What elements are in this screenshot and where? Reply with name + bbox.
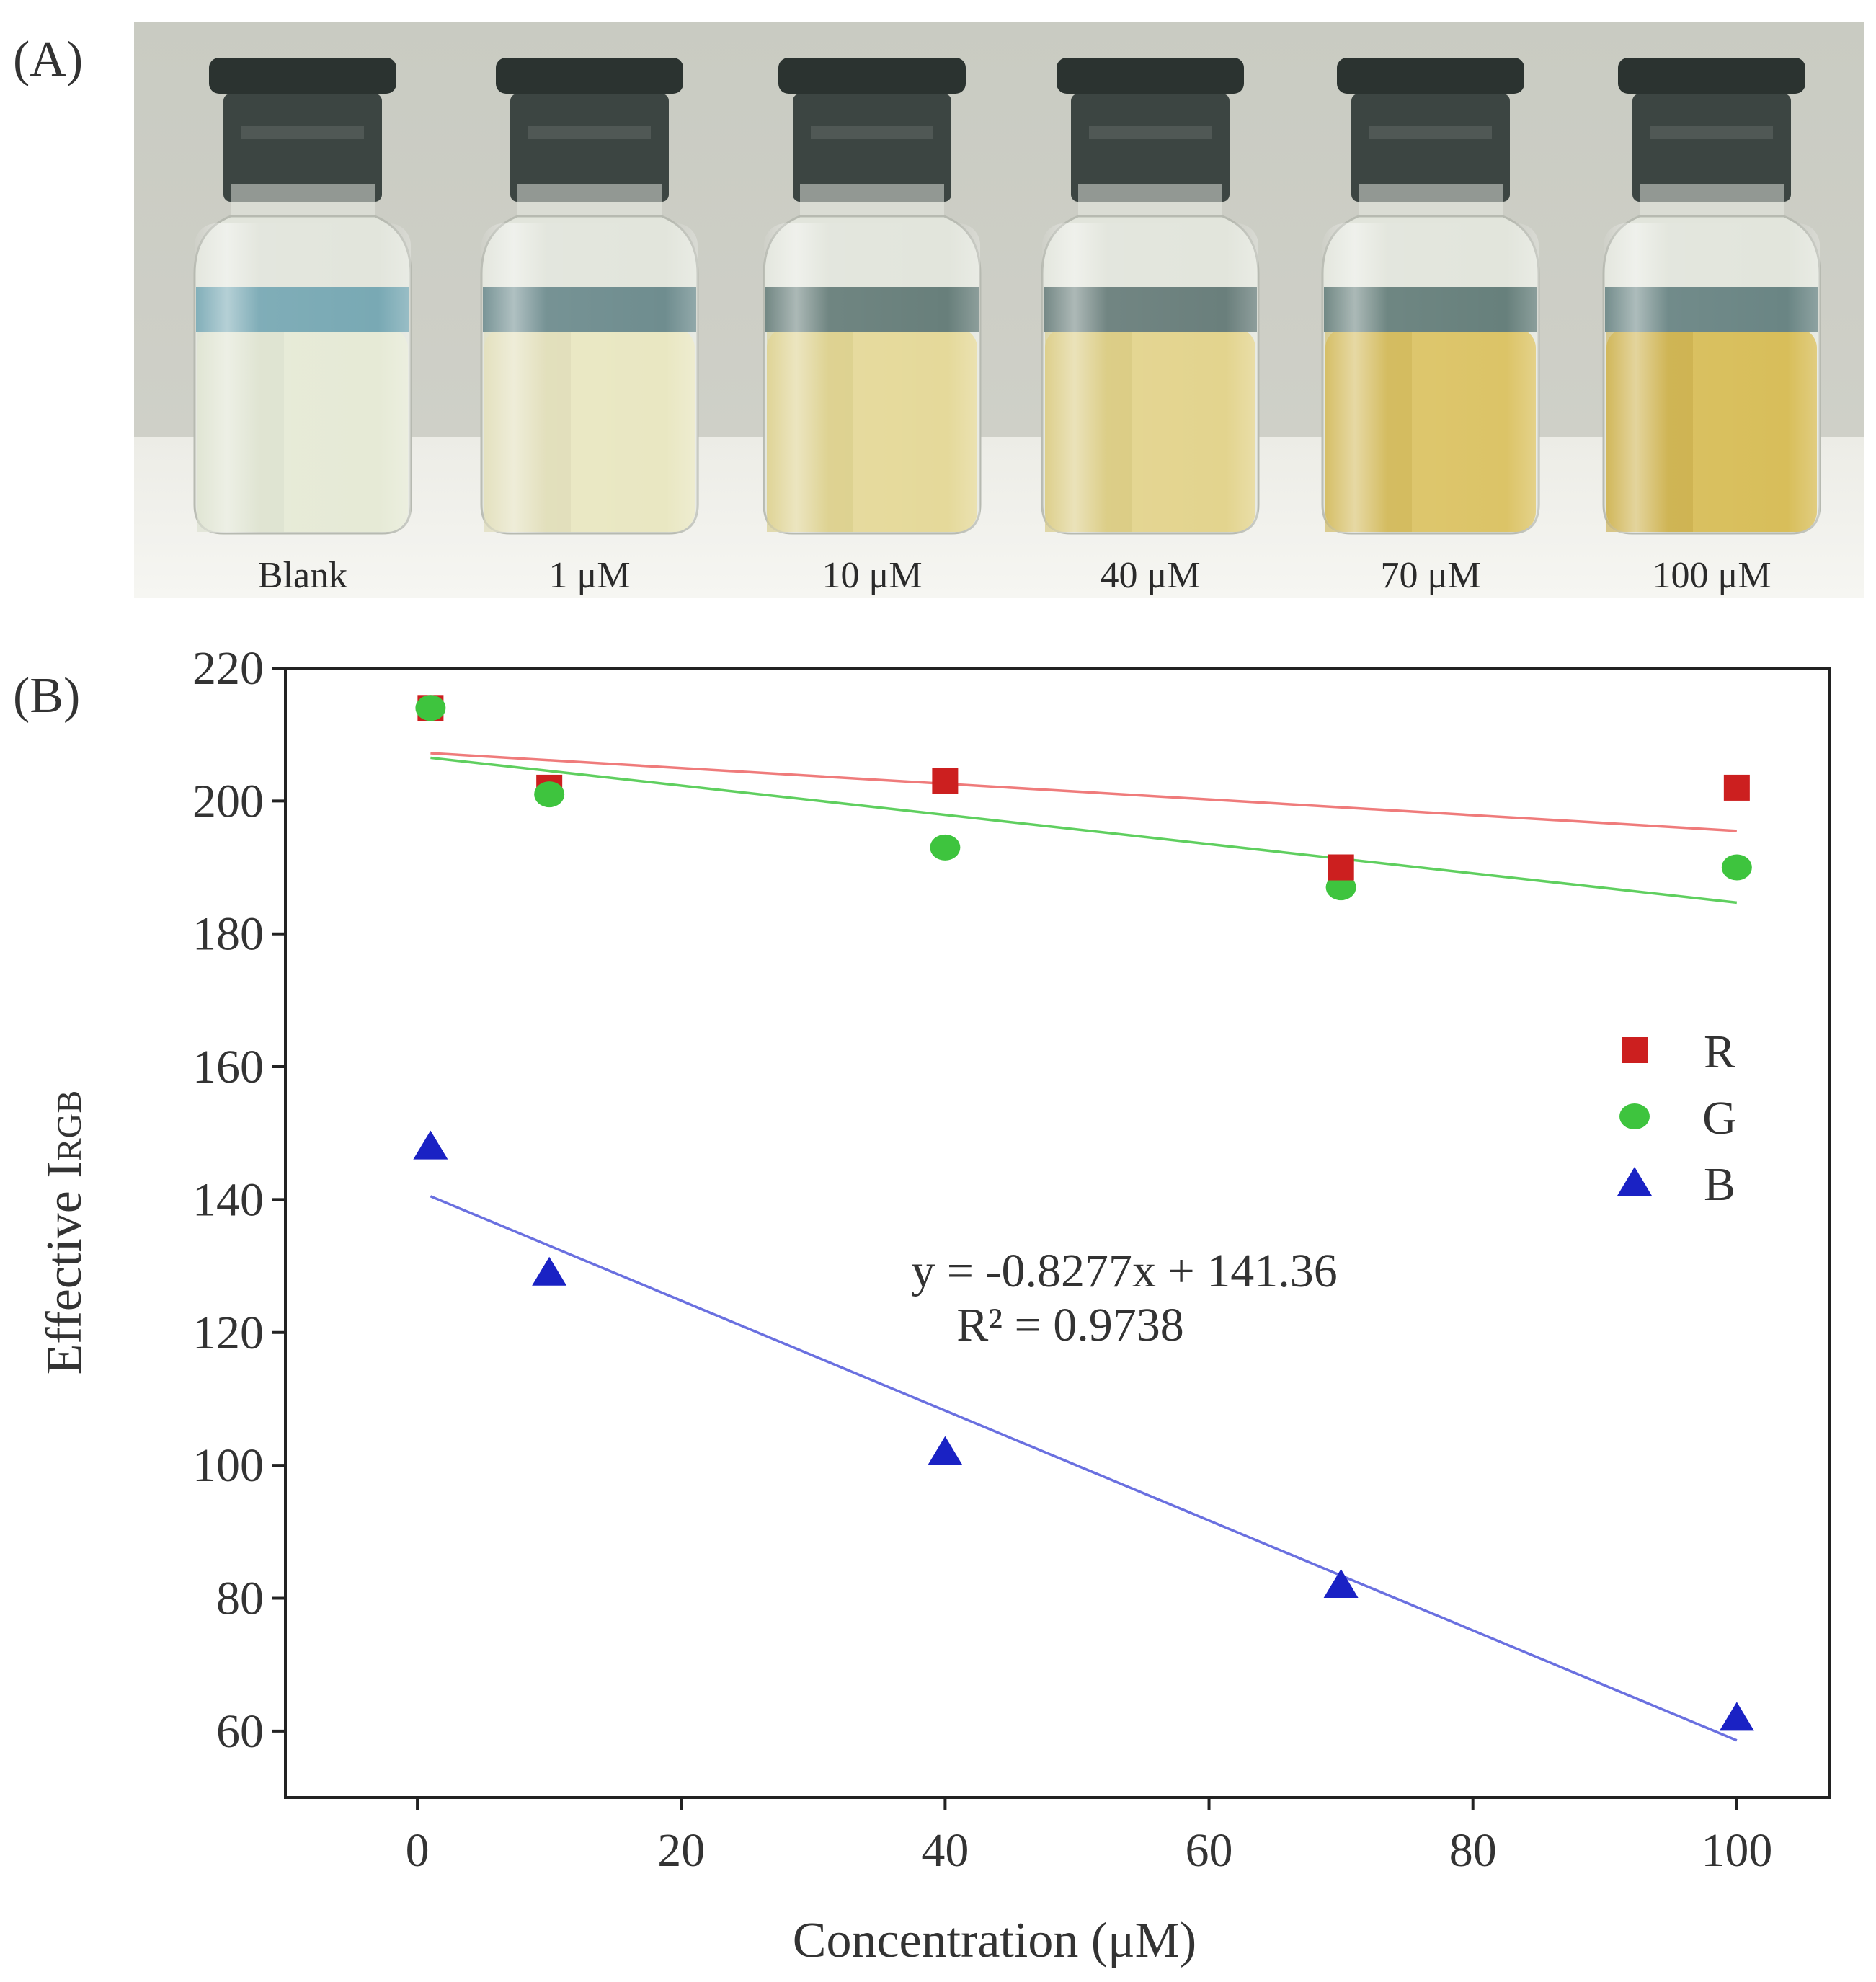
vial-stopper bbox=[1351, 94, 1510, 202]
vial-cap bbox=[1618, 58, 1805, 94]
y-axis-title-main: Effective I bbox=[37, 1161, 92, 1374]
fit-line-g bbox=[430, 756, 1738, 905]
vial: Blank bbox=[193, 58, 412, 596]
vial-stopper bbox=[510, 94, 669, 202]
r-squared: R² = 0.9738 bbox=[956, 1299, 1184, 1351]
point-g bbox=[534, 781, 565, 808]
plot-frame bbox=[284, 667, 1831, 1799]
y-axis-title-sub: RGB bbox=[50, 1090, 89, 1162]
vial: 40 μM bbox=[1041, 58, 1260, 596]
point-g bbox=[1325, 874, 1356, 901]
stopper-ridge bbox=[528, 126, 651, 139]
vial-cap bbox=[1337, 58, 1524, 94]
point-r bbox=[1328, 854, 1354, 881]
vial-label: 70 μM bbox=[1380, 555, 1480, 596]
legend-label-b: B bbox=[1704, 1158, 1735, 1211]
y-tick-label: 180 bbox=[192, 908, 264, 961]
legend-marker-b bbox=[1617, 1167, 1652, 1196]
vial-glass-shine bbox=[481, 223, 698, 533]
stopper-ridge bbox=[1369, 126, 1492, 139]
y-tick-label: 200 bbox=[192, 775, 264, 827]
vial: 1 μM bbox=[480, 58, 699, 596]
stopper-ridge bbox=[1650, 126, 1773, 139]
point-b bbox=[1719, 1702, 1754, 1731]
vial-glass-shine bbox=[195, 223, 411, 533]
stopper-ridge bbox=[1089, 126, 1212, 139]
vial-stopper bbox=[1632, 94, 1791, 202]
vial: 10 μM bbox=[763, 58, 982, 596]
vial-glass-shine bbox=[1604, 223, 1820, 533]
vial-label: Blank bbox=[258, 555, 347, 596]
stopper-ridge bbox=[811, 126, 933, 139]
y-tick-label: 60 bbox=[216, 1705, 264, 1758]
y-tick-label: 100 bbox=[192, 1439, 264, 1492]
y-axis-title: Effective IRGB bbox=[37, 1090, 92, 1375]
panel-a-label: (A) bbox=[13, 32, 83, 87]
x-tick-label: 40 bbox=[921, 1824, 969, 1877]
legend-marker-g bbox=[1619, 1103, 1650, 1129]
regression-equation: y = -0.8277x + 141.36 bbox=[911, 1245, 1337, 1297]
vial-stopper bbox=[1071, 94, 1230, 202]
vial-cap bbox=[209, 58, 396, 94]
point-b bbox=[532, 1256, 567, 1286]
x-axis-title: Concentration (μM) bbox=[793, 1913, 1196, 1968]
vial-stopper bbox=[793, 94, 951, 202]
y-tick-label: 80 bbox=[216, 1572, 264, 1625]
fit-line-r bbox=[430, 752, 1737, 832]
vial-cap bbox=[1057, 58, 1244, 94]
vial-glass-shine bbox=[1322, 223, 1539, 533]
point-b bbox=[1323, 1569, 1359, 1599]
x-tick-label: 20 bbox=[657, 1824, 705, 1877]
point-r bbox=[932, 768, 959, 794]
vial-cap bbox=[778, 58, 966, 94]
chart: 60 80 100 120 140 160 180 200 220 0 20 40 60 80 100 R… bbox=[37, 642, 1831, 1968]
vial-label: 1 μM bbox=[548, 555, 630, 596]
vial-glass-shine bbox=[1042, 223, 1258, 533]
point-g bbox=[415, 695, 446, 721]
fit-line-b bbox=[430, 1195, 1738, 1742]
x-tick-label: 100 bbox=[1701, 1824, 1772, 1877]
vial-label: 10 μM bbox=[822, 555, 922, 596]
vial-photo: Blank 1 μM 10 μM 40 μM 70 μM 100 μM bbox=[134, 22, 1864, 598]
vial-stopper bbox=[223, 94, 382, 202]
x-tick-label: 80 bbox=[1449, 1824, 1497, 1877]
y-tick-label: 160 bbox=[192, 1041, 264, 1093]
point-b bbox=[928, 1436, 963, 1465]
vial-cap bbox=[496, 58, 683, 94]
x-tick-label: 60 bbox=[1186, 1824, 1233, 1877]
y-tick-label: 120 bbox=[192, 1307, 264, 1359]
panel-b-label: (B) bbox=[13, 668, 80, 724]
x-tick-label: 0 bbox=[406, 1824, 430, 1877]
legend-marker-r bbox=[1622, 1037, 1648, 1063]
point-r bbox=[1723, 774, 1750, 801]
vial-glass-shine bbox=[764, 223, 980, 533]
vial-label: 40 μM bbox=[1100, 555, 1200, 596]
legend-label-r: R bbox=[1704, 1026, 1735, 1078]
point-b bbox=[413, 1130, 448, 1160]
vial-label: 100 μM bbox=[1652, 555, 1771, 596]
point-g bbox=[930, 834, 961, 861]
vial: 70 μM bbox=[1321, 58, 1540, 596]
stopper-ridge bbox=[241, 126, 364, 139]
point-g bbox=[1721, 854, 1752, 881]
vial: 100 μM bbox=[1602, 58, 1821, 596]
legend-label-g: G bbox=[1702, 1092, 1737, 1145]
y-tick-label: 140 bbox=[192, 1173, 264, 1226]
y-tick-label: 220 bbox=[192, 642, 264, 695]
